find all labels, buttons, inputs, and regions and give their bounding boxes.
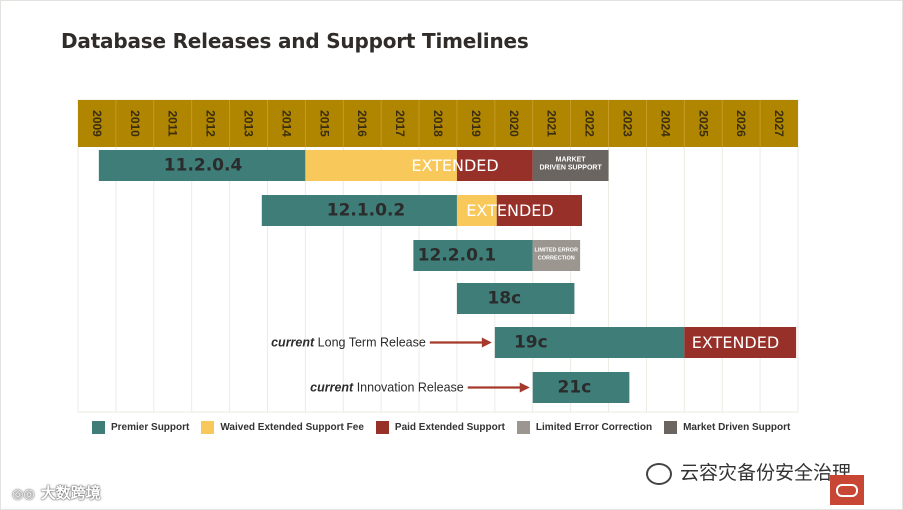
bar-label: LIMITED ERROR CORRECTION [535, 248, 578, 262]
watermark-logo-icon: ◎◎ [12, 487, 35, 502]
year-header [78, 100, 798, 147]
legend-item-waived: Waived Extended Support Fee [201, 421, 364, 434]
year-tick-label: 2013 [242, 110, 256, 137]
legend-swatch [92, 421, 105, 434]
year-tick-label: 2010 [128, 110, 142, 137]
bar-premier [456, 283, 575, 314]
year-tick-label: 2019 [469, 110, 483, 137]
legend-swatch [516, 421, 530, 434]
extended-label: EXTENDED [411, 156, 498, 175]
legend-swatch [375, 421, 389, 434]
legend-label: Waived Extended Support Fee [220, 422, 364, 433]
bar-premier [413, 240, 533, 271]
annotation-arrowhead [481, 337, 492, 348]
release-label: 12.1.0.2 [327, 201, 406, 221]
bar-paid [456, 150, 533, 181]
release-label: 21c [558, 378, 592, 398]
legend-label: Premier Support [111, 422, 190, 433]
year-tick-label: 2022 [583, 110, 597, 137]
year-tick-label: 2026 [734, 110, 748, 137]
bar-label: MARKET DRIVEN SUPPORT [540, 157, 603, 172]
bar-waived [456, 195, 497, 226]
legend-swatch [201, 421, 215, 434]
year-tick-label: 2020 [507, 110, 521, 137]
legend-item-market: Market Driven Support [664, 421, 790, 434]
bar-paid [684, 327, 797, 358]
release-label: 11.2.0.4 [164, 156, 243, 176]
year-tick-label: 2018 [431, 110, 445, 137]
bar-waived [305, 150, 457, 181]
release-label: 12.2.0.1 [418, 246, 497, 266]
annotation-label: current Innovation Release [310, 381, 464, 395]
legend-item-paid: Paid Extended Support [375, 421, 505, 434]
bar-premier [261, 195, 457, 226]
page-title: Database Releases and Support Timelines [61, 29, 529, 53]
legend-label: Limited Error Correction [535, 422, 653, 433]
year-tick-label: 2016 [355, 110, 369, 137]
watermark-right: 云容灾备份安全治理 [646, 458, 851, 485]
annotation-label: current Long Term Release [271, 336, 426, 350]
year-tick-label: 2015 [317, 110, 331, 137]
legend-label: Paid Extended Support [394, 422, 505, 433]
bar-premier [532, 372, 630, 403]
year-tick-label: 2024 [658, 110, 672, 137]
wechat-icon [646, 462, 672, 485]
bar-premier [98, 150, 306, 181]
legend-swatch [664, 421, 678, 434]
year-tick-label: 2027 [772, 110, 786, 137]
legend-item-limited: Limited Error Correction [516, 421, 653, 434]
year-tick-label: 2011 [166, 110, 180, 136]
bar-paid [496, 195, 582, 226]
watermark-left: ◎◎ 大数跨境 [12, 482, 101, 503]
watermark-left-text: 大数跨境 [40, 484, 101, 502]
watermark-right-text: 云容灾备份安全治理 [680, 462, 852, 484]
release-label: 19c [514, 333, 548, 353]
legend-label: Market Driven Support [683, 422, 791, 433]
legend: Premier Support Waived Extended Support F… [92, 421, 802, 434]
year-tick-label: 2021 [545, 110, 559, 137]
year-tick-label: 2014 [279, 110, 293, 137]
year-tick-label: 2017 [393, 110, 407, 137]
bar-limited [532, 240, 581, 271]
legend-item-premier: Premier Support [92, 421, 189, 434]
extended-label: EXTENDED [692, 333, 779, 352]
year-tick-label: 2012 [204, 110, 218, 137]
extended-label: EXTENDED [466, 201, 553, 220]
release-label: 18c [487, 289, 521, 309]
oracle-logo-icon [830, 475, 864, 505]
annotation-arrowhead [519, 382, 530, 393]
bar-premier [494, 327, 685, 358]
year-tick-label: 2023 [620, 110, 634, 137]
year-tick-label: 2009 [90, 110, 104, 137]
year-tick-label: 2025 [696, 110, 710, 137]
bar-market [532, 150, 609, 181]
